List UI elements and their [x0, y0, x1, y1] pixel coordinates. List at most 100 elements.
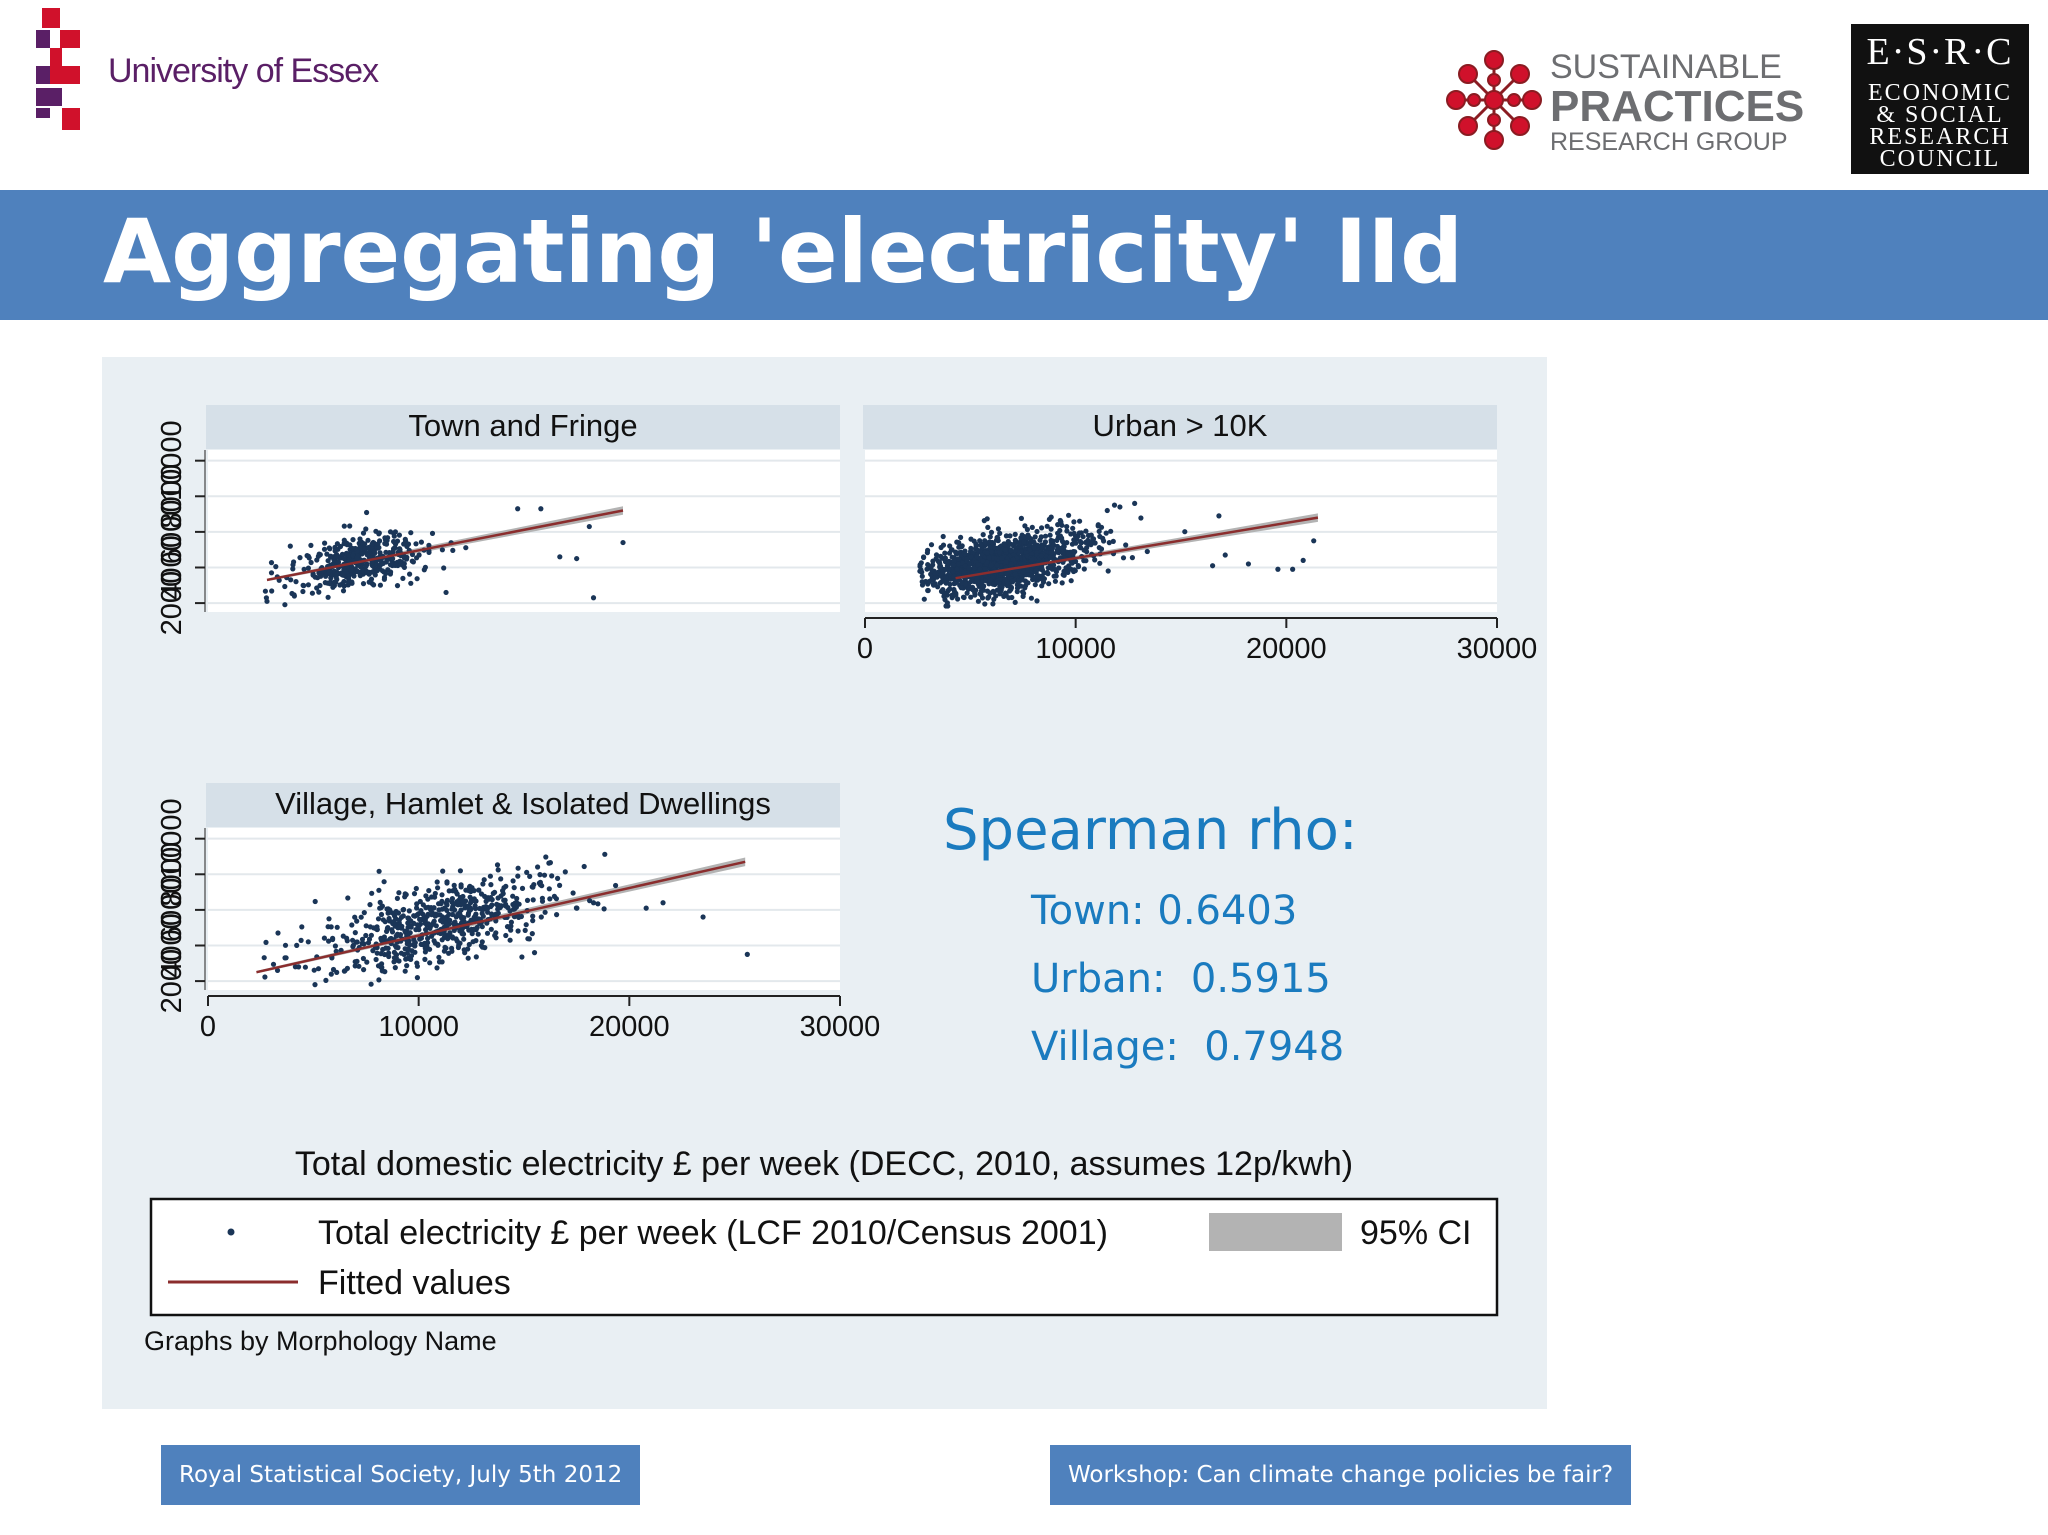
data-point [1101, 538, 1107, 544]
data-point [431, 918, 437, 924]
data-point [997, 591, 1003, 597]
data-point [377, 550, 383, 556]
data-point [1008, 541, 1014, 547]
data-point [1040, 575, 1046, 581]
data-point [339, 571, 345, 578]
data-point [446, 911, 452, 917]
data-point [537, 872, 543, 878]
spr-line-2: PRACTICES [1550, 82, 1805, 131]
data-point [454, 938, 460, 944]
data-point [1038, 553, 1045, 559]
data-point [451, 901, 457, 907]
data-point [988, 549, 995, 555]
graphs-note: Graphs by Morphology Name [144, 1326, 497, 1356]
data-point [1037, 537, 1043, 543]
data-point [395, 562, 401, 569]
data-point [367, 902, 373, 908]
data-point [959, 544, 965, 550]
x-tick-label: 20000 [1246, 633, 1327, 665]
data-point [1004, 583, 1011, 589]
data-point [942, 566, 949, 572]
data-point [449, 945, 455, 952]
data-point [970, 550, 976, 556]
data-point [350, 553, 356, 559]
legend-point-marker [227, 1228, 235, 1236]
data-point [311, 967, 317, 973]
data-point [1060, 550, 1066, 556]
data-point [420, 902, 426, 908]
data-point [412, 940, 418, 946]
data-point [919, 579, 925, 585]
data-point [461, 915, 467, 921]
data-point [1047, 532, 1053, 538]
data-point [316, 570, 322, 576]
data-point [429, 912, 435, 918]
data-point [389, 929, 396, 935]
data-point [1117, 504, 1123, 510]
data-point [322, 540, 328, 546]
data-point [427, 960, 433, 966]
data-point [406, 922, 412, 929]
data-point [980, 587, 987, 593]
data-point [300, 582, 306, 588]
data-point [940, 533, 946, 540]
esrc-logo: E·S·R·C ECONOMIC & SOCIAL RESEARCH COUNC… [1851, 24, 2029, 174]
data-point [394, 931, 401, 937]
data-point [300, 588, 306, 595]
data-point [363, 932, 369, 939]
data-point [1054, 547, 1060, 553]
data-point [330, 584, 336, 590]
spr-logo-mark [1446, 50, 1542, 150]
data-point [925, 587, 931, 594]
data-point [375, 916, 382, 922]
data-point [264, 598, 270, 604]
data-point [322, 580, 328, 586]
data-point [988, 529, 995, 535]
data-point [365, 537, 371, 543]
data-point [429, 933, 435, 939]
data-point [1012, 547, 1019, 554]
data-point [515, 865, 521, 871]
data-point [373, 956, 379, 963]
data-point [331, 579, 337, 585]
data-point [968, 554, 974, 560]
data-point [308, 559, 314, 566]
data-point [290, 562, 296, 568]
data-point [1020, 593, 1026, 599]
data-point [383, 945, 389, 951]
data-point [595, 901, 601, 907]
data-point [1051, 573, 1057, 579]
data-point [368, 932, 374, 938]
data-point [507, 925, 513, 931]
data-point [514, 895, 520, 902]
data-point [325, 594, 331, 600]
data-point [498, 876, 504, 882]
data-point [700, 914, 706, 920]
data-point [309, 590, 315, 596]
data-point [463, 545, 469, 551]
data-point [413, 541, 419, 547]
data-point [463, 887, 469, 893]
data-point [382, 951, 388, 958]
data-point [315, 966, 322, 972]
data-point [518, 913, 524, 920]
x-tick-label: 10000 [1035, 633, 1116, 665]
data-point [305, 565, 311, 571]
data-point [323, 977, 329, 984]
data-point [327, 581, 333, 587]
data-point [1071, 519, 1077, 525]
data-point [314, 585, 320, 591]
data-point [391, 919, 397, 925]
data-point [961, 594, 967, 601]
data-point [378, 964, 384, 970]
data-point [1182, 529, 1188, 535]
data-point [1010, 551, 1017, 557]
data-point [417, 916, 423, 923]
data-point [440, 868, 446, 874]
data-point [551, 893, 557, 900]
data-point [990, 601, 996, 607]
data-point [945, 560, 951, 566]
stat-urban: Urban: 0.5915 [1031, 956, 1331, 1002]
data-point [602, 851, 608, 857]
